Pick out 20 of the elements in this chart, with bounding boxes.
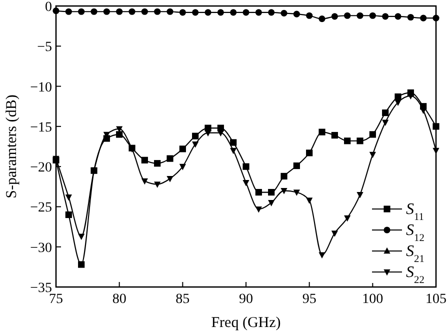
- x-axis-title: Freq (GHz): [211, 315, 281, 331]
- x-tick-label: 105: [426, 292, 446, 307]
- x-tick-label: 100: [362, 292, 384, 307]
- y-tick-label: 0: [45, 0, 52, 15]
- y-axis-title: S-paramters (dB): [4, 94, 20, 198]
- x-tick-label: 85: [176, 292, 190, 307]
- y-tick-label: −30: [30, 240, 52, 256]
- legend-label: S$_{21}$: [406, 243, 424, 264]
- y-tick-label: −10: [30, 80, 52, 96]
- y-tick-label: −5: [37, 40, 52, 56]
- x-tick-label: 75: [49, 292, 63, 307]
- legend-label: S$_{22}$: [406, 264, 424, 286]
- y-tick-label: −20: [30, 160, 52, 176]
- x-tick-label: 95: [302, 292, 316, 307]
- y-tick-label: −15: [30, 120, 52, 136]
- legend-label: S$_{11}$: [406, 201, 424, 222]
- legend-label: S$_{12}$: [406, 222, 424, 244]
- x-tick-label: 90: [239, 292, 253, 307]
- x-tick-label: 80: [112, 292, 126, 307]
- y-tick-label: −25: [30, 200, 52, 216]
